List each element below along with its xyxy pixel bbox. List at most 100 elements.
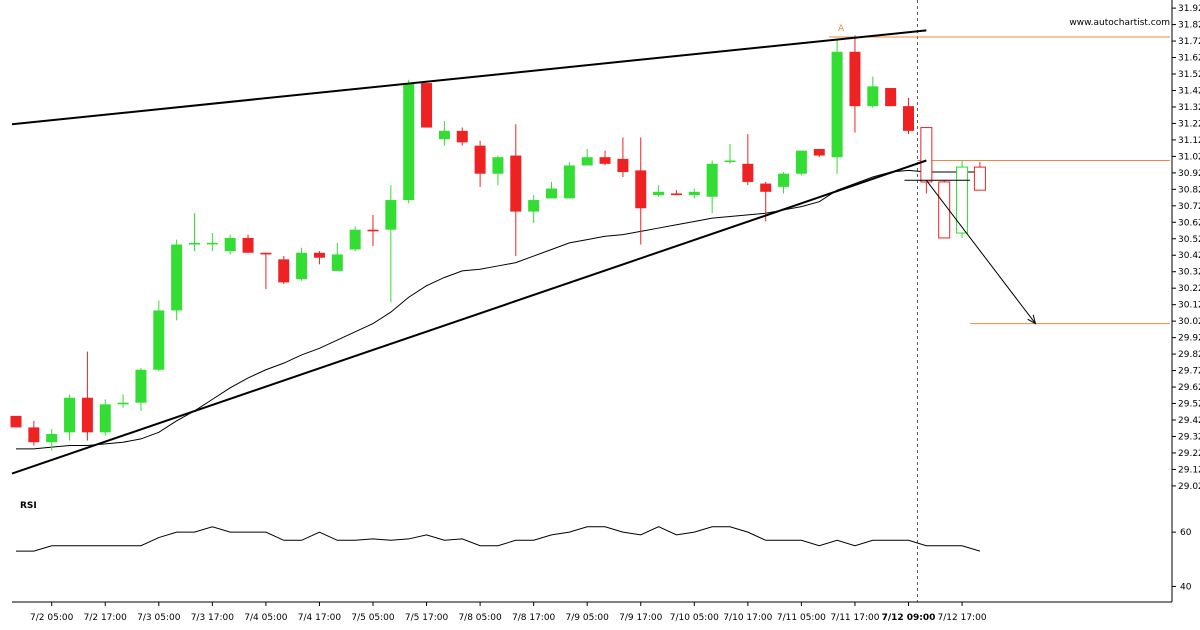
candle-body bbox=[563, 165, 575, 199]
candle bbox=[385, 185, 397, 303]
lower-trendline bbox=[11, 159, 927, 475]
y-tick-label: 29.0250 bbox=[1178, 482, 1200, 492]
candle-body bbox=[153, 310, 165, 370]
candle bbox=[171, 239, 183, 321]
y-tick-label: 30.2250 bbox=[1178, 284, 1200, 294]
candle-body bbox=[206, 242, 218, 245]
candle bbox=[296, 247, 308, 281]
candle-body bbox=[867, 86, 879, 107]
level-lines bbox=[829, 36, 1170, 325]
moving-average bbox=[16, 169, 980, 450]
y-tick-label: 29.1250 bbox=[1178, 465, 1200, 475]
y-tick-label: 29.9250 bbox=[1178, 334, 1200, 344]
y-tick-label: 31.9250 bbox=[1178, 4, 1200, 14]
candle-body bbox=[813, 148, 825, 156]
candle-body bbox=[688, 191, 700, 196]
candle bbox=[563, 162, 575, 199]
candle bbox=[331, 242, 343, 271]
candle bbox=[367, 214, 379, 247]
x-tick-label: 7/11 05:00 bbox=[777, 613, 826, 623]
y-tick-label: 30.3250 bbox=[1178, 268, 1200, 278]
candle bbox=[706, 160, 718, 214]
candle-body bbox=[349, 229, 361, 250]
candle-body bbox=[171, 244, 183, 311]
candle bbox=[973, 162, 986, 191]
candles bbox=[10, 35, 986, 451]
y-tick-label: 30.7250 bbox=[1178, 202, 1200, 212]
candle-body bbox=[778, 173, 790, 187]
candle-body bbox=[421, 83, 433, 128]
y-tick-label: 31.3250 bbox=[1178, 103, 1200, 113]
candle-body bbox=[28, 427, 40, 443]
candle bbox=[670, 190, 682, 196]
candle bbox=[206, 232, 218, 252]
candle bbox=[831, 38, 843, 174]
candle-body bbox=[99, 404, 111, 433]
x-tick-label: 7/5 17:00 bbox=[405, 613, 449, 623]
candle-body bbox=[474, 145, 486, 174]
candle-body bbox=[296, 252, 308, 280]
candle bbox=[867, 76, 879, 108]
candle-body bbox=[403, 83, 415, 201]
x-tick-label: 7/4 05:00 bbox=[244, 613, 288, 623]
x-tick-label: 7/2 05:00 bbox=[30, 613, 74, 623]
trendlines bbox=[11, 29, 1037, 475]
candle bbox=[349, 226, 361, 252]
candle bbox=[795, 150, 807, 176]
candle bbox=[456, 127, 468, 146]
x-tick-label: 7/2 17:00 bbox=[84, 613, 128, 623]
x-tick-label: 7/5 05:00 bbox=[351, 613, 395, 623]
x-tick-label: 7/3 17:00 bbox=[191, 613, 235, 623]
candle-body bbox=[599, 157, 611, 164]
candle-body bbox=[10, 415, 22, 428]
y-tick-label: 29.6250 bbox=[1178, 383, 1200, 393]
candle-body bbox=[956, 166, 969, 234]
y-tick-label: 31.5250 bbox=[1178, 70, 1200, 80]
x-tick-label: 7/9 17:00 bbox=[619, 613, 663, 623]
candle-body bbox=[242, 237, 254, 253]
candle bbox=[474, 140, 486, 187]
candle bbox=[242, 234, 254, 253]
candle-body bbox=[920, 127, 933, 183]
candle-body bbox=[546, 188, 557, 199]
candle-body bbox=[278, 259, 290, 283]
candle-body bbox=[528, 200, 540, 212]
candle bbox=[117, 394, 129, 408]
candle-body bbox=[46, 433, 58, 443]
candle bbox=[653, 185, 665, 197]
candle bbox=[224, 234, 236, 255]
candle-body bbox=[938, 181, 951, 239]
x-tick-label: 7/3 05:00 bbox=[137, 613, 181, 623]
candle-body bbox=[224, 237, 236, 252]
y-tick-label: 31.6250 bbox=[1178, 54, 1200, 64]
candle bbox=[421, 83, 433, 128]
y-tick-label: 29.3250 bbox=[1178, 432, 1200, 442]
candle-body bbox=[492, 157, 504, 174]
candle-body bbox=[724, 160, 736, 163]
y-tick-label: 30.1250 bbox=[1178, 301, 1200, 311]
candle bbox=[135, 368, 147, 411]
rsi-line bbox=[16, 526, 981, 552]
candle-body bbox=[653, 191, 665, 196]
candle bbox=[724, 144, 736, 164]
candle-body bbox=[581, 157, 593, 166]
point-a-label: A bbox=[838, 24, 845, 34]
y-tick-label: 30.9250 bbox=[1178, 169, 1200, 179]
candle bbox=[153, 300, 165, 372]
x-tick-label: 7/9 05:00 bbox=[566, 613, 610, 623]
candle-body bbox=[885, 88, 897, 107]
candle-body bbox=[260, 252, 272, 255]
candle bbox=[903, 97, 914, 135]
candle-body bbox=[367, 229, 379, 232]
x-tick-label: 7/12 17:00 bbox=[938, 613, 987, 623]
watermark: www.autochartist.com bbox=[1069, 18, 1170, 28]
candle-body bbox=[760, 183, 772, 192]
candle-body bbox=[706, 163, 718, 197]
candle-body bbox=[635, 170, 647, 209]
candle bbox=[313, 251, 325, 265]
candle bbox=[546, 181, 557, 199]
candle bbox=[492, 155, 504, 186]
candle bbox=[635, 137, 647, 245]
y-tick-label: 31.4250 bbox=[1178, 86, 1200, 96]
